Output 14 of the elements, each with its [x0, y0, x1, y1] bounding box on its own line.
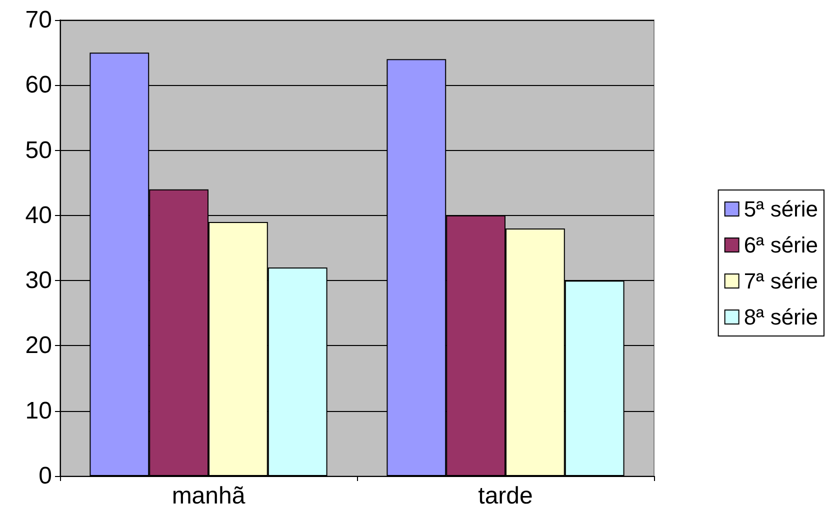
y-tick-label: 50	[25, 136, 52, 164]
legend-label: 5ª série	[744, 196, 818, 222]
x-tick-label: manhã	[172, 482, 246, 510]
y-tick-label: 0	[38, 462, 52, 490]
y-tick-label: 20	[25, 332, 52, 360]
y-tick-label: 40	[25, 202, 52, 229]
legend-label: 8ª série	[744, 304, 818, 330]
x-tick-label: tarde	[478, 482, 533, 510]
legend-label: 7ª série	[744, 268, 818, 294]
y-tick-label: 70	[25, 6, 52, 34]
y-tick-label: 30	[25, 267, 52, 294]
y-tick-label: 10	[25, 397, 52, 424]
y-tick-label: 60	[25, 72, 52, 99]
legend-label: 6ª série	[744, 232, 818, 258]
